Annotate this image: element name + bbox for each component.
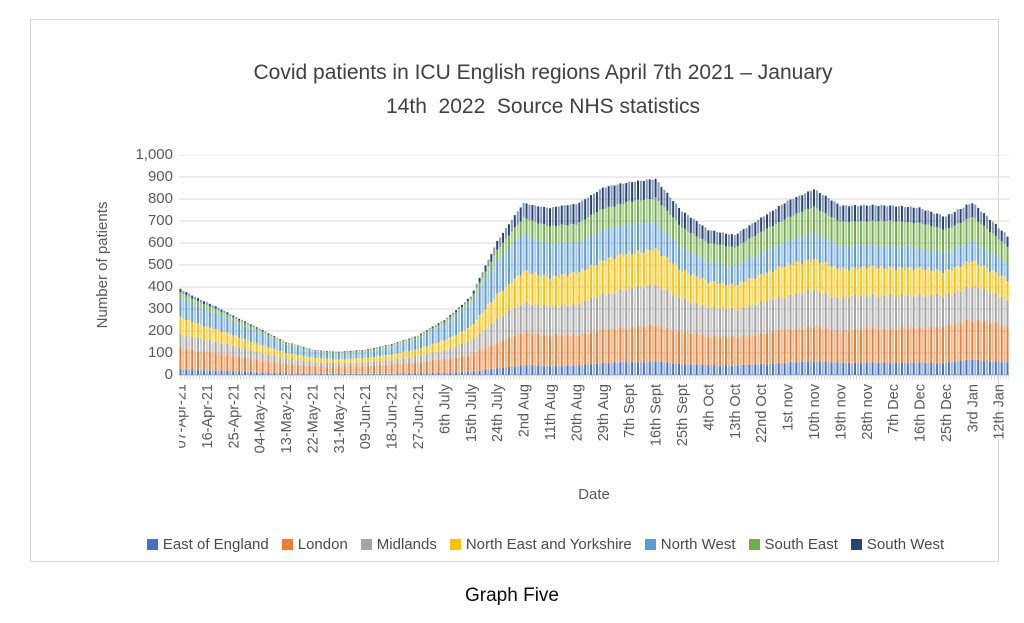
svg-text:16th Sept: 16th Sept [649,384,665,446]
svg-text:09-Jun-21: 09-Jun-21 [358,384,374,449]
legend-swatch-icon [360,539,372,550]
svg-text:07-Apr-21: 07-Apr-21 [179,384,190,448]
caption: Graph Five [465,585,559,606]
legend-item: North East and Yorkshire [449,536,632,553]
legend-item: Midlands [360,536,437,553]
svg-text:04-May-21: 04-May-21 [253,384,269,453]
svg-text:31-May-21: 31-May-21 [332,384,348,453]
legend-swatch-icon [146,539,158,550]
legend-item: North West [644,536,736,553]
y-tick-label: 300 [147,300,173,317]
svg-text:28th nov: 28th nov [860,383,876,439]
svg-text:15th July: 15th July [464,383,480,442]
x-axis-title: Date [578,486,610,503]
legend-swatch-icon [449,539,461,550]
y-tick-label: 900 [147,168,173,185]
svg-text:16th Dec: 16th Dec [913,384,929,442]
legend-label: East of England [162,536,269,553]
legend-label: London [297,536,348,553]
chart-frame: Covid patients in ICU English regions Ap… [30,19,1009,562]
y-tick-label: 500 [147,256,173,273]
svg-text:29th Aug: 29th Aug [596,384,612,441]
svg-text:7th Dec: 7th Dec [886,384,902,434]
svg-text:12th Jan: 12th Jan [992,384,1008,440]
plot-area [179,155,1009,376]
svg-text:7th Sept: 7th Sept [622,384,638,438]
svg-text:22-May-21: 22-May-21 [305,384,321,453]
svg-text:25th Sept: 25th Sept [675,384,691,446]
y-tick-label: 600 [147,234,173,251]
svg-text:11th Aug: 11th Aug [543,384,559,440]
legend-item: London [281,536,348,553]
svg-text:25th Dec: 25th Dec [939,384,955,442]
y-tick-label: 200 [147,322,173,339]
svg-text:13-May-21: 13-May-21 [279,384,295,453]
chart-title: Covid patients in ICU English regions Ap… [253,61,833,118]
svg-text:16-Apr-21: 16-Apr-21 [200,384,216,448]
svg-text:4th Oct: 4th Oct [701,384,717,431]
y-tick-label: 700 [147,212,173,229]
y-tick-label: 1,000 [135,146,173,163]
legend-label: Midlands [376,536,437,553]
legend-item: East of England [146,536,269,553]
legend-swatch-icon [281,539,293,550]
legend-swatch-icon [644,539,656,550]
svg-text:2nd Aug: 2nd Aug [517,384,533,437]
svg-text:3rd Jan: 3rd Jan [965,384,981,432]
svg-text:13th Oct: 13th Oct [728,384,744,439]
svg-text:19th nov: 19th nov [833,383,849,439]
svg-text:25-Apr-21: 25-Apr-21 [226,384,242,448]
svg-text:27-Jun-21: 27-Jun-21 [411,384,427,449]
legend-item: South East [748,536,838,553]
legend-label: South East [764,536,838,553]
svg-text:10th nov: 10th nov [807,383,823,439]
svg-text:20th Aug: 20th Aug [569,384,585,441]
svg-text:18-Jun-21: 18-Jun-21 [385,384,401,449]
legend-label: North East and Yorkshire [465,536,632,553]
legend-label: South West [866,536,945,553]
svg-text:24th July: 24th July [490,383,506,442]
y-tick-label: 100 [147,344,173,361]
legend: East of England London Midlands North East … [62,536,1024,553]
x-axis-tick-labels: 07-Apr-21 16-Apr-21 25-Apr-21 04-May-21 13-M… [179,375,1009,453]
y-tick-label: 0 [164,366,173,383]
svg-text:22nd Oct: 22nd Oct [754,384,770,443]
y-tick-label: 400 [147,278,173,295]
legend-item: South West [850,536,945,553]
y-tick-label: 800 [147,190,173,207]
svg-text:1st nov: 1st nov [781,383,797,430]
legend-swatch-icon [850,539,862,550]
legend-label: North West [660,536,736,553]
svg-text:6th July: 6th July [437,383,453,434]
legend-swatch-icon [748,539,760,550]
